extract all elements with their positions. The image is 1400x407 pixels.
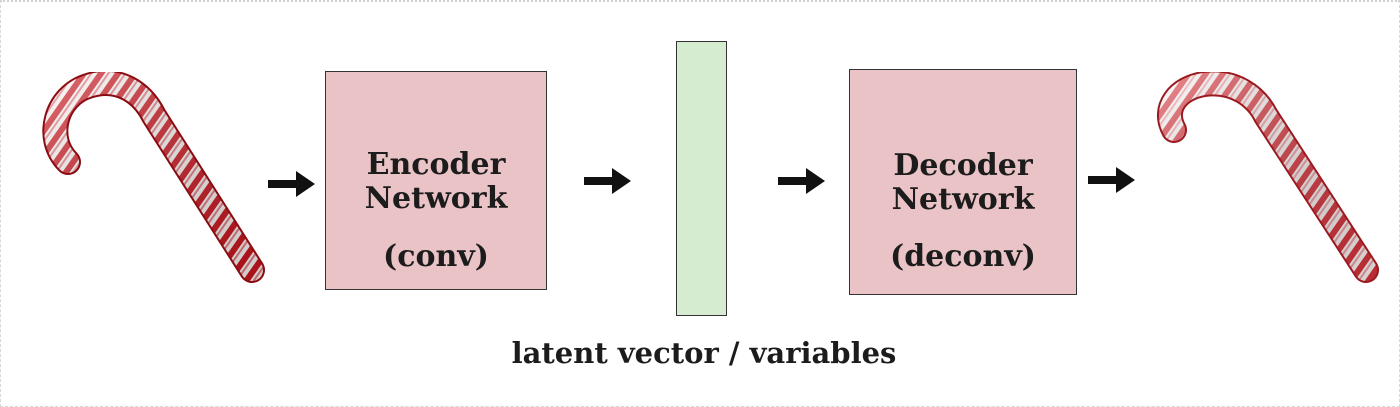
latent-vector-bar bbox=[676, 41, 727, 316]
latent-label-text: latent vector / variables bbox=[511, 336, 897, 370]
encoder-subtitle: (conv) bbox=[383, 239, 489, 274]
latent-vector-label: latent vector / variables bbox=[0, 336, 1400, 370]
right-arrow-icon bbox=[268, 171, 315, 197]
right-arrow-icon bbox=[778, 168, 825, 194]
output-candy-cane-icon bbox=[1157, 72, 1379, 283]
right-arrow-icon bbox=[584, 168, 631, 194]
decoder-title-line2: Network bbox=[891, 182, 1035, 217]
encoder-title: Encoder Network bbox=[326, 148, 546, 216]
encoder-title-line2: Network bbox=[364, 181, 508, 216]
decoder-title-line1: Decoder bbox=[893, 148, 1033, 183]
input-candy-cane-icon bbox=[42, 72, 265, 283]
encoder-title-line1: Encoder bbox=[366, 147, 506, 182]
decoder-network-box: Decoder Network (deconv) bbox=[849, 69, 1077, 295]
encoder-network-box: Encoder Network (conv) bbox=[325, 71, 547, 290]
decoder-subtitle: (deconv) bbox=[890, 239, 1036, 274]
decoder-title: Decoder Network bbox=[850, 149, 1076, 217]
right-arrow-icon bbox=[1088, 167, 1135, 193]
